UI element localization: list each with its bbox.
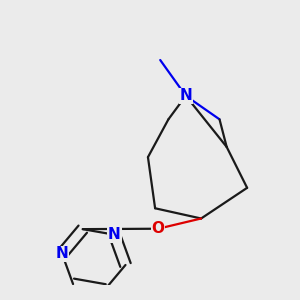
Text: N: N [179, 88, 192, 103]
Text: O: O [152, 221, 165, 236]
Text: N: N [56, 246, 68, 261]
Text: N: N [108, 227, 121, 242]
